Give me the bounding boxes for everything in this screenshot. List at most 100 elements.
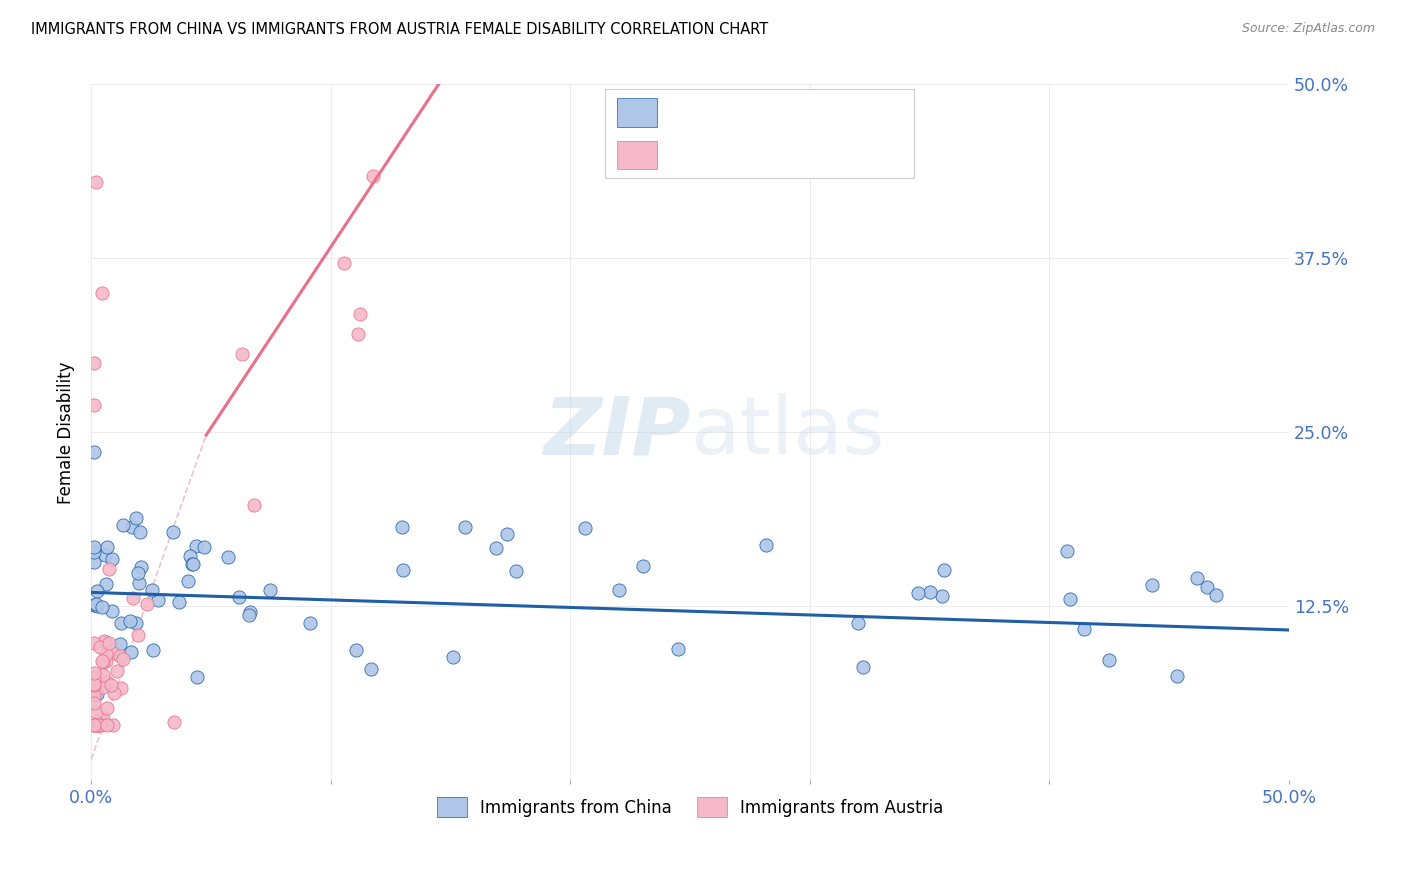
Point xyxy=(108,648,131,663)
Point xyxy=(84,706,107,720)
Point xyxy=(852,659,875,673)
Point xyxy=(110,616,132,631)
Point xyxy=(1185,571,1208,585)
Point xyxy=(217,550,239,565)
Text: R =: R = xyxy=(666,146,703,164)
Point xyxy=(84,670,107,684)
Y-axis label: Female Disability: Female Disability xyxy=(58,361,75,504)
Legend: Immigrants from China, Immigrants from Austria: Immigrants from China, Immigrants from A… xyxy=(430,790,950,824)
Point xyxy=(243,498,266,512)
Point xyxy=(111,652,134,666)
Point xyxy=(96,540,118,554)
Point xyxy=(96,647,118,661)
Point xyxy=(184,540,207,554)
Point xyxy=(83,717,105,731)
Point xyxy=(298,615,321,630)
FancyBboxPatch shape xyxy=(617,141,657,169)
Text: Source: ZipAtlas.com: Source: ZipAtlas.com xyxy=(1241,22,1375,36)
Point xyxy=(505,564,527,578)
Point xyxy=(127,628,149,642)
Point xyxy=(96,675,118,690)
Point xyxy=(96,701,118,715)
Point xyxy=(162,525,184,540)
Point xyxy=(135,597,157,611)
Point xyxy=(186,671,208,685)
Point xyxy=(83,676,105,690)
Text: -0.108: -0.108 xyxy=(723,103,782,121)
Point xyxy=(83,598,105,612)
Text: 0.623: 0.623 xyxy=(723,146,775,164)
Point xyxy=(231,347,253,361)
Point xyxy=(128,524,150,539)
Point xyxy=(91,600,114,615)
Point xyxy=(920,584,942,599)
Point xyxy=(441,649,464,664)
Text: ZIP: ZIP xyxy=(543,393,690,471)
Point xyxy=(83,540,105,554)
Point xyxy=(86,687,108,701)
Point xyxy=(93,655,115,669)
Point xyxy=(91,654,114,668)
Point xyxy=(1098,653,1121,667)
Point xyxy=(90,717,112,731)
Point xyxy=(91,711,114,725)
Point xyxy=(129,559,152,574)
Point xyxy=(89,640,111,654)
Point xyxy=(98,561,121,575)
Text: R =: R = xyxy=(666,103,703,121)
Point xyxy=(86,717,108,731)
Point xyxy=(94,634,117,648)
Point xyxy=(86,584,108,599)
Point xyxy=(101,604,124,618)
Point xyxy=(163,715,186,730)
Point xyxy=(1059,592,1081,607)
Point xyxy=(121,520,143,534)
Point xyxy=(349,307,371,321)
Text: IMMIGRANTS FROM CHINA VS IMMIGRANTS FROM AUSTRIA FEMALE DISABILITY CORRELATION C: IMMIGRANTS FROM CHINA VS IMMIGRANTS FROM… xyxy=(31,22,768,37)
Point xyxy=(125,511,148,525)
Point xyxy=(84,175,107,189)
Point xyxy=(83,688,105,702)
Point xyxy=(179,549,201,563)
Point xyxy=(360,662,382,676)
FancyBboxPatch shape xyxy=(605,89,914,178)
Text: N =: N = xyxy=(806,146,842,164)
Point xyxy=(1056,543,1078,558)
Point xyxy=(361,169,384,184)
Point xyxy=(103,717,125,731)
Point xyxy=(259,583,281,598)
Point xyxy=(496,526,519,541)
Point xyxy=(83,556,105,570)
Point xyxy=(83,681,105,696)
Point xyxy=(128,575,150,590)
Point xyxy=(98,636,121,650)
Point xyxy=(142,642,165,657)
Point xyxy=(94,577,117,591)
Point xyxy=(146,592,169,607)
Point xyxy=(91,668,114,682)
Point xyxy=(391,520,413,534)
Point xyxy=(127,566,149,580)
Point xyxy=(238,607,260,622)
Point xyxy=(1205,588,1227,602)
Point xyxy=(100,678,122,692)
Point xyxy=(141,582,163,597)
Point xyxy=(1073,622,1095,636)
Point xyxy=(120,645,142,659)
Point xyxy=(1197,581,1219,595)
Point xyxy=(333,256,356,270)
FancyBboxPatch shape xyxy=(617,98,657,127)
Point xyxy=(105,664,128,678)
Point xyxy=(83,717,105,731)
Text: 54: 54 xyxy=(858,146,882,164)
Point xyxy=(122,591,145,606)
Point xyxy=(392,563,415,577)
Point xyxy=(454,519,477,533)
Point xyxy=(931,589,953,603)
Text: atlas: atlas xyxy=(690,393,884,471)
Point xyxy=(86,599,108,614)
Point xyxy=(83,666,105,681)
Point xyxy=(83,398,105,412)
Point xyxy=(83,672,105,686)
Point xyxy=(1140,578,1163,592)
